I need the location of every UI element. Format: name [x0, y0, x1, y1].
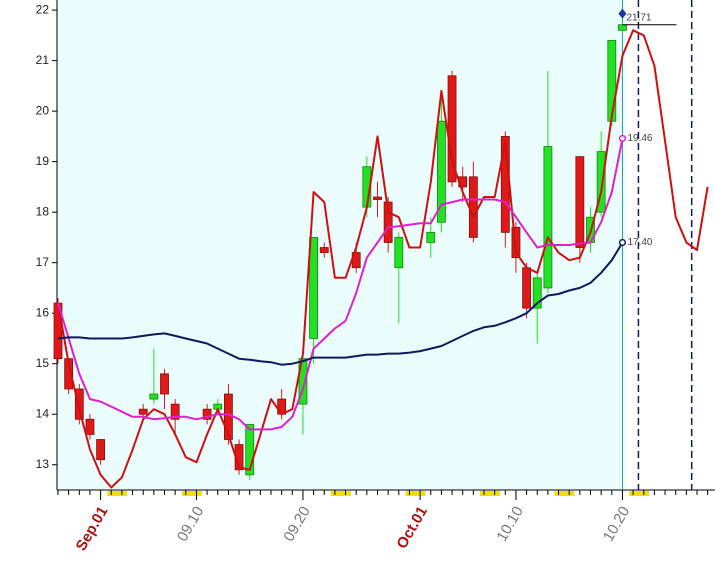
- weekend-marker: [330, 491, 351, 496]
- value-label: 17.40: [627, 237, 652, 248]
- weekend-marker: [480, 491, 500, 496]
- candle-body: [468, 176, 478, 238]
- candle-body: [160, 373, 169, 395]
- candle-body: [96, 439, 105, 461]
- y-tick-label: 13: [36, 457, 50, 471]
- y-tick-label: 16: [36, 305, 50, 319]
- candle-body: [138, 408, 148, 415]
- candle-body: [596, 151, 606, 213]
- x-tick-label: 09.10: [174, 503, 207, 544]
- candle-body: [543, 146, 553, 289]
- weekend-marker: [629, 491, 650, 496]
- y-tick-label: 22: [36, 2, 50, 16]
- candle-body: [522, 267, 531, 309]
- weekend-marker: [405, 491, 426, 496]
- candle-body: [394, 237, 404, 269]
- candle-body: [532, 277, 542, 309]
- candle-body: [447, 75, 457, 183]
- candle-body: [149, 393, 159, 400]
- x-tick-label: 09.20: [280, 503, 313, 544]
- weekend-marker: [181, 491, 202, 496]
- y-tick-label: 17: [36, 255, 50, 269]
- plot-background: [57, 0, 626, 490]
- candle-body: [373, 196, 382, 200]
- x-tick-label: 10.10: [493, 503, 526, 544]
- weekend-marker: [107, 491, 128, 496]
- x-tick-label: Sep.01: [73, 503, 112, 553]
- candle-body: [426, 231, 436, 243]
- candle-body: [74, 388, 84, 420]
- y-tick-label: 21: [36, 53, 50, 67]
- x-tick-label: 10.20: [600, 503, 633, 544]
- peak-diamond: [618, 8, 627, 19]
- y-tick-label: 20: [36, 103, 50, 117]
- candle-body: [309, 237, 319, 339]
- value-label: 19.46: [627, 133, 652, 144]
- y-tick-label: 14: [36, 406, 50, 420]
- candle-body: [607, 40, 617, 122]
- weekend-marker: [554, 491, 575, 496]
- end-dot: [618, 238, 627, 247]
- x-tick-label: Oct.01: [393, 503, 431, 551]
- end-dot: [618, 134, 627, 142]
- candle-body: [618, 24, 627, 31]
- candle-body: [383, 201, 393, 243]
- candle-body: [85, 418, 95, 435]
- candle-body: [575, 156, 585, 248]
- value-label: 21.71: [626, 12, 651, 23]
- candle-body: [202, 408, 212, 420]
- candle-body: [245, 423, 255, 476]
- candle-body: [436, 120, 446, 223]
- moving-line: [57, 241, 624, 366]
- moving-line: [57, 138, 624, 431]
- y-tick-label: 19: [36, 154, 50, 168]
- y-tick-label: 15: [36, 356, 50, 370]
- candle-body: [319, 247, 329, 253]
- candle-body: [170, 403, 180, 420]
- y-tick-label: 18: [36, 204, 50, 218]
